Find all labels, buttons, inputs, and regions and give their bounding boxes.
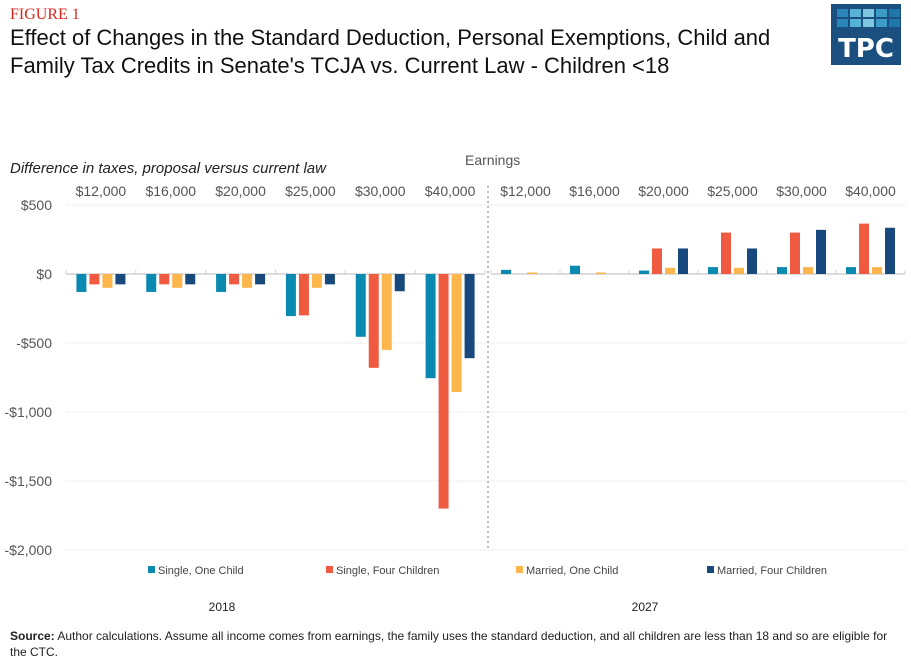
bar — [76, 274, 87, 292]
logo-tile — [876, 19, 887, 27]
bar — [115, 274, 126, 285]
chart-area: $500 $0 -$500 -$1,000 -$1,500 -$2,000 $12,000 $… — [5, 183, 906, 614]
bar — [846, 267, 856, 274]
x-category-label: $30,000 — [355, 183, 406, 199]
y-tick-label: -$500 — [16, 335, 52, 351]
x-category-label: $16,000 — [145, 183, 196, 199]
bar — [368, 274, 379, 368]
logo-tile — [876, 9, 887, 17]
bar — [777, 267, 787, 274]
legend-label: Married, Four Children — [717, 565, 827, 577]
logo-tile — [889, 9, 900, 17]
x-category-label: $12,000 — [500, 183, 551, 199]
legend-label: Married, One Child — [526, 565, 618, 577]
legend-label: Single, Four Children — [336, 565, 439, 577]
bar — [721, 232, 731, 274]
bar — [639, 270, 649, 274]
logo-tile — [863, 9, 874, 17]
bar — [298, 274, 309, 316]
legend-swatch — [516, 566, 523, 573]
y-tick-label: $500 — [21, 197, 52, 213]
logo-text: TPC — [838, 34, 894, 64]
bar — [708, 267, 718, 274]
bar — [255, 274, 266, 285]
x-category-label: $16,000 — [569, 183, 620, 199]
bar — [102, 274, 113, 288]
x-category-label: $20,000 — [215, 183, 266, 199]
bar — [89, 274, 100, 285]
legend-label: Single, One Child — [158, 565, 244, 577]
bar — [355, 274, 366, 337]
x-axis-label: Earnings — [465, 152, 521, 168]
figure-label: FIGURE 1 — [10, 6, 80, 23]
x-category-label: $25,000 — [285, 183, 336, 199]
chart-title: Effect of Changes in the Standard Deduct… — [10, 25, 771, 78]
logo-tile — [889, 19, 900, 27]
bar — [652, 248, 662, 274]
y-tick-label: -$1,500 — [5, 473, 53, 489]
bar — [324, 274, 335, 285]
logo-tile — [837, 9, 848, 17]
bar — [885, 227, 895, 274]
logo-tile — [863, 19, 874, 27]
bar — [501, 269, 511, 274]
y-tick-label: -$1,000 — [5, 404, 53, 420]
logo-tile — [850, 9, 861, 17]
x-category-label: $25,000 — [707, 183, 758, 199]
y-tick-label: $0 — [36, 266, 52, 282]
source-label: Source: — [10, 629, 55, 643]
panel-label: 2027 — [632, 600, 659, 614]
bar — [381, 274, 392, 350]
source-text: Author calculations. Assume all income c… — [10, 629, 888, 659]
bar — [451, 274, 462, 392]
bar — [570, 265, 580, 274]
legend-swatch — [148, 566, 155, 573]
bar — [146, 274, 157, 292]
y-axis-label: Difference in taxes, proposal versus cur… — [10, 160, 326, 177]
bar — [216, 274, 227, 292]
bar — [527, 272, 537, 274]
bar — [425, 274, 436, 379]
bar — [172, 274, 183, 288]
x-category-label: $12,000 — [76, 183, 127, 199]
bar — [394, 274, 405, 292]
bar — [790, 232, 800, 274]
bar — [803, 267, 813, 274]
bar — [159, 274, 170, 285]
bar — [678, 248, 688, 274]
bar — [242, 274, 253, 288]
x-category-label: $40,000 — [845, 183, 896, 199]
bar — [229, 274, 240, 285]
bar — [185, 274, 196, 285]
panel-label: 2018 — [209, 600, 236, 614]
bar — [734, 267, 744, 274]
bar — [872, 267, 882, 274]
x-category-label: $20,000 — [638, 183, 689, 199]
bar — [816, 229, 826, 274]
bar — [665, 267, 675, 274]
bar — [747, 248, 757, 274]
bar — [311, 274, 322, 288]
bar — [285, 274, 296, 317]
legend-swatch — [707, 566, 714, 573]
tpc-logo: TPC — [831, 4, 901, 65]
bar — [438, 274, 449, 509]
bar — [859, 223, 869, 274]
x-category-label: $40,000 — [425, 183, 476, 199]
bar — [596, 272, 606, 274]
bar — [464, 274, 475, 359]
x-category-label: $30,000 — [776, 183, 827, 199]
y-tick-label: -$2,000 — [5, 542, 53, 558]
logo-tiles — [837, 9, 900, 27]
legend-swatch — [326, 566, 333, 573]
logo-tile — [850, 19, 861, 27]
source-note: Source: Author calculations. Assume all … — [10, 628, 890, 660]
logo-tile — [837, 19, 848, 27]
